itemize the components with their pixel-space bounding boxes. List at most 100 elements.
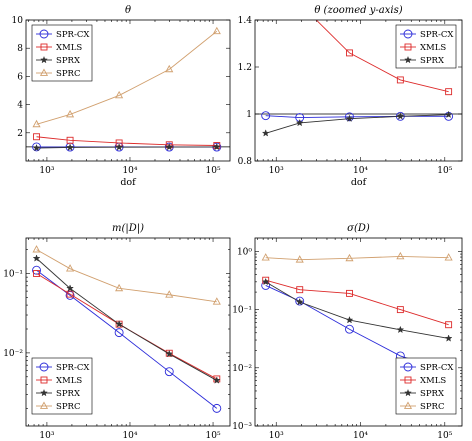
data-point (295, 296, 305, 306)
data-point (295, 118, 304, 127)
data-point (295, 297, 304, 306)
series-xmls (262, 276, 453, 329)
series-sprc (32, 245, 221, 305)
y-tick-label: 0.8 (238, 157, 253, 167)
data-point (115, 90, 124, 99)
series-sprx (261, 277, 453, 342)
data-point (32, 245, 41, 253)
chart-title: θ (125, 5, 131, 16)
x-tick-label: 10⁵ (206, 166, 221, 176)
data-point (32, 265, 41, 275)
legend-marker (403, 29, 413, 39)
data-point (165, 64, 174, 73)
data-point (212, 376, 221, 384)
series-line (36, 249, 217, 303)
y-tick-label: 6 (17, 72, 23, 82)
series-xmls (33, 133, 221, 149)
legend-entry: SPRC (36, 68, 80, 79)
legend-marker (404, 43, 412, 51)
y-tick-label: 10 (12, 16, 24, 26)
x-tick-label: 10⁴ (353, 166, 368, 176)
data-point (297, 1, 303, 7)
series-sprx (261, 110, 453, 137)
chart-panel-4: σ(D)10³10⁴10⁵dof10⁻³10⁻²10⁻¹10⁰SPR-CXXML… (232, 223, 463, 441)
data-point (396, 251, 405, 260)
data-point (444, 110, 453, 119)
legend-box (395, 24, 457, 69)
legend-marker (40, 43, 48, 51)
data-point (261, 111, 271, 121)
data-point (66, 109, 75, 118)
legend-label: XMLS (56, 376, 82, 386)
legend-entry: SPRC (400, 401, 444, 412)
x-tick-label: 10³ (269, 166, 284, 176)
data-point (396, 306, 404, 314)
data-point (212, 403, 222, 413)
legend-marker (39, 68, 49, 76)
legend-entry: XMLS (36, 43, 82, 53)
series-line (36, 136, 217, 146)
y-tick-label: 1.2 (238, 63, 252, 73)
x-axis-label: dof (120, 177, 137, 188)
plot-area (32, 245, 222, 413)
data-point (66, 143, 74, 151)
data-point (165, 349, 174, 358)
y-tick-label: 2 (17, 129, 23, 139)
data-point (396, 76, 404, 84)
x-axis-label: dof (351, 177, 368, 188)
data-point (114, 328, 124, 338)
legend-label: SPR-CX (420, 30, 454, 40)
series-line (265, 281, 449, 339)
x-tick-label: 10⁴ (353, 431, 368, 441)
y-tick-label: 10⁻² (232, 364, 252, 374)
data-point (345, 324, 354, 334)
chart-panel-3: m(|D|)10³10⁴10⁵dof10⁻²10⁻¹SPR-CXXMLSSPRX… (3, 223, 231, 441)
chart-panel-2: θ (zoomed y-axis) 10³ 10⁴ 10⁵ dof 0.8 1 1.2 1.4 S… (238, 1, 463, 188)
data-point (66, 290, 74, 298)
legend: SPR-CX XMLS SPRX (395, 24, 457, 69)
legend-marker (40, 388, 48, 397)
series-line (315, 20, 449, 93)
plot-area (26, 26, 230, 152)
legend-entry: SPRX (36, 388, 81, 399)
legend-label: SPRX (420, 56, 445, 66)
x-tick-label: 10³ (39, 166, 54, 176)
data-point (33, 133, 40, 141)
series-line (36, 30, 218, 125)
legend-marker (39, 29, 49, 39)
series-sprx (32, 254, 221, 384)
data-point (445, 321, 453, 329)
legend-label: XMLS (420, 43, 446, 53)
chart-title: m(|D|) (112, 223, 144, 234)
legend-marker (39, 362, 49, 372)
axes-frame (254, 19, 463, 162)
data-point (165, 142, 174, 151)
legend-label: SPRC (420, 402, 444, 412)
data-point (164, 367, 174, 377)
data-point (212, 297, 221, 305)
data-point (445, 88, 453, 96)
data-point (261, 253, 270, 261)
data-point (115, 143, 124, 151)
y-tick-label: 8 (17, 44, 23, 54)
data-point (444, 334, 453, 342)
legend-marker (40, 376, 48, 384)
axes-frame (254, 237, 463, 427)
legend: SPR-CX XMLS SPRX SPRC (395, 357, 457, 415)
legend-entry: SPRC (36, 401, 80, 412)
series-xmls (297, 1, 453, 96)
legend-entry: SPR-CX (36, 362, 90, 373)
data-point (33, 270, 40, 277)
data-point (66, 136, 74, 144)
y-tick-label: 10⁻² (3, 349, 23, 359)
legend-entry: XMLS (400, 376, 446, 386)
legend-marker (404, 388, 412, 397)
series-line (265, 255, 449, 261)
plot-area (255, 1, 462, 137)
data-point (261, 277, 270, 286)
legend-entry: SPRX (36, 55, 81, 66)
x-tick-label: 10⁵ (437, 431, 452, 441)
legend-entry: SPR-CX (400, 29, 454, 40)
series-spr-cx (261, 111, 454, 122)
chart-title: σ(D) (347, 223, 370, 234)
